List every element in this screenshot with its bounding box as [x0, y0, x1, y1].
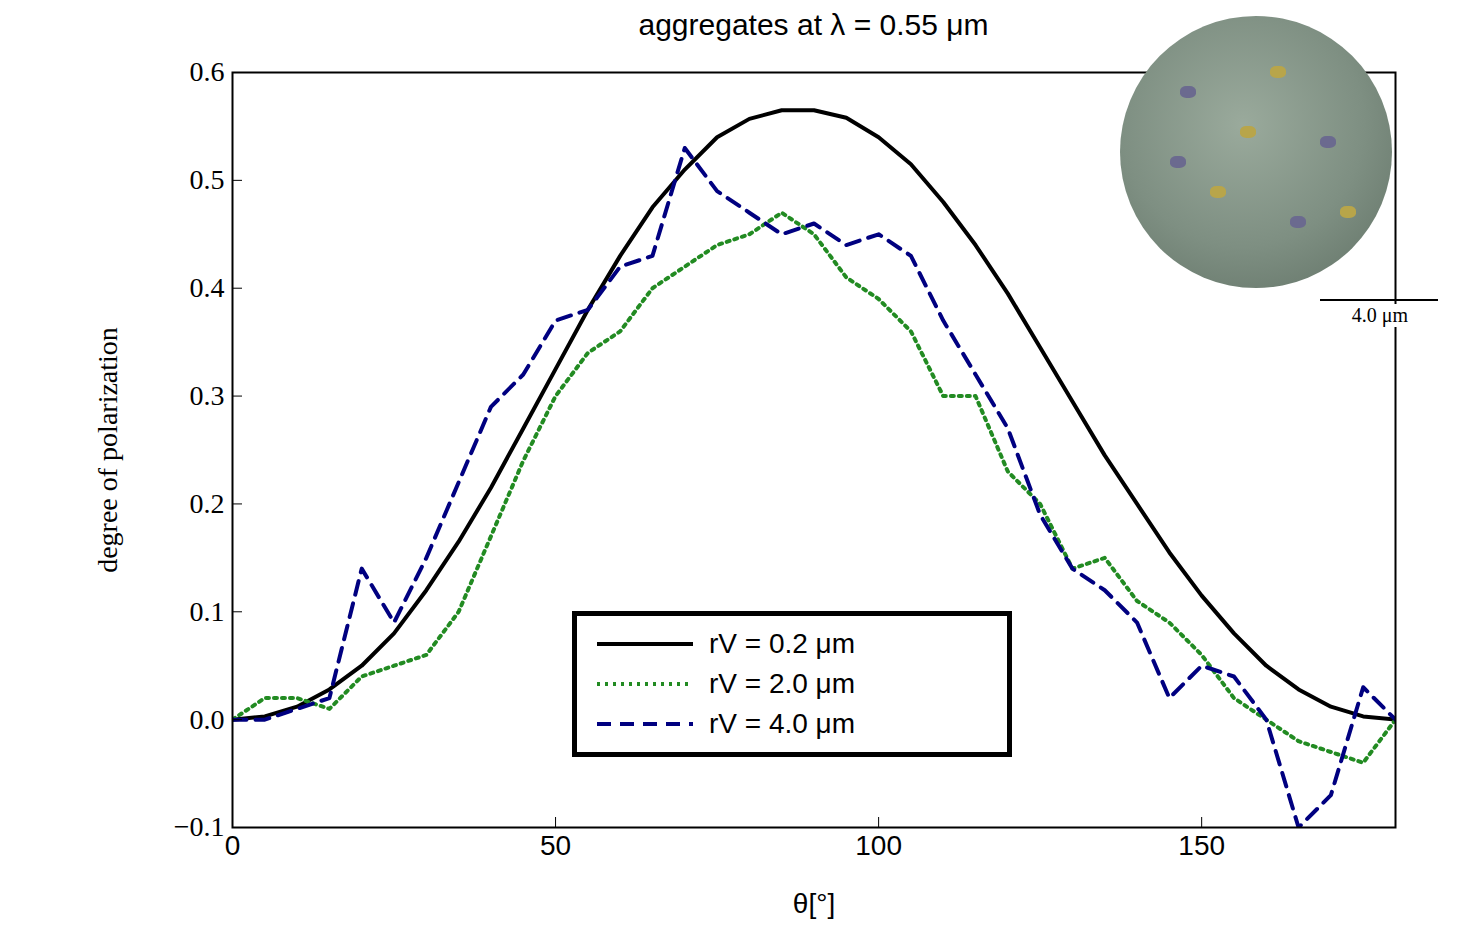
svg-text:50: 50 — [540, 830, 571, 861]
svg-text:0.1: 0.1 — [190, 596, 225, 627]
svg-text:degree of polarization: degree of polarization — [92, 327, 123, 573]
svg-text:0.0: 0.0 — [190, 704, 225, 735]
html-text:rV = 4.0 μm: rV = 4.0 μm — [709, 708, 856, 739]
html-text:4.0 μm: 4.0 μm — [1351, 304, 1409, 326]
svg-text:0.4: 0.4 — [190, 272, 225, 303]
svg-text:0.6: 0.6 — [190, 56, 225, 87]
svg-text:θ[°]: θ[°] — [793, 888, 835, 919]
html-text:rV = 2.0 μm: rV = 2.0 μm — [709, 668, 856, 699]
svg-text:150: 150 — [1178, 830, 1225, 861]
svg-text:0: 0 — [225, 830, 241, 861]
html-text:aggregates at λ = 0.55 μm: aggregates at λ = 0.55 μm — [638, 8, 989, 41]
svg-text:0.2: 0.2 — [190, 488, 225, 519]
html-text:rV = 0.2 μm: rV = 0.2 μm — [709, 628, 856, 659]
svg-text:100: 100 — [855, 830, 902, 861]
svg-text:0.3: 0.3 — [190, 380, 225, 411]
svg-text:−0.1: −0.1 — [174, 811, 225, 842]
svg-text:0.5: 0.5 — [190, 164, 225, 195]
